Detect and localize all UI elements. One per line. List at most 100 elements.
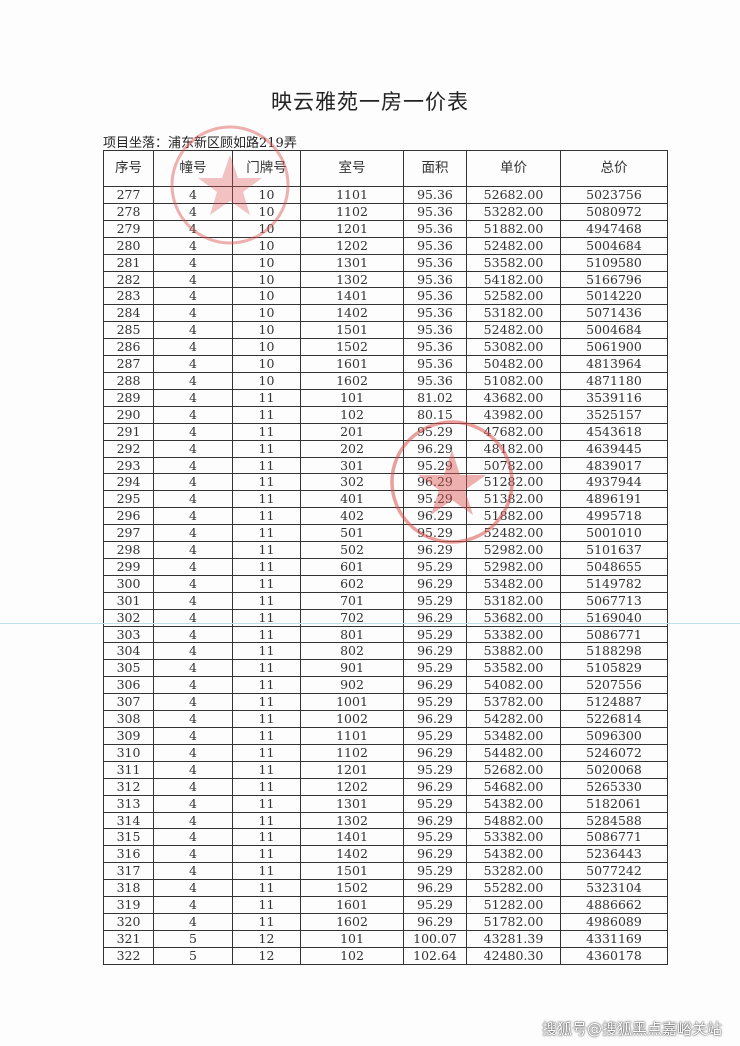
table-row: 305 4 11 901 95.29 53582.00 5105829 (103, 659, 668, 678)
table-cell: 52982.00 (466, 557, 561, 576)
table-row: 277 4 10 1101 95.36 52682.00 5023756 (103, 186, 668, 204)
table-cell: 1402 (300, 304, 404, 323)
table-cell: 11 (232, 557, 301, 576)
table-cell: 95.29 (403, 794, 467, 813)
table-cell: 11 (232, 862, 301, 881)
table-cell: 302 (300, 473, 404, 492)
table-cell: 11 (232, 574, 301, 593)
table-cell: 53282.00 (466, 862, 561, 881)
table-cell: 95.36 (403, 355, 467, 373)
table-cell: 902 (300, 676, 404, 695)
table-cell: 285 (103, 321, 154, 340)
table-cell: 11 (232, 794, 301, 813)
table-cell: 291 (103, 422, 154, 441)
table-cell: 11 (232, 439, 301, 458)
table-cell: 95.29 (403, 760, 467, 779)
table-cell: 51382.00 (466, 490, 561, 509)
table-cell: 901 (300, 659, 404, 678)
table-cell: 802 (300, 642, 404, 661)
table-cell: 4 (153, 676, 233, 695)
table-cell: 303 (103, 625, 154, 644)
table-row: 303 4 11 801 95.29 53382.00 5086771 (103, 625, 668, 644)
table-cell: 317 (103, 862, 154, 881)
table-cell: 96.29 (403, 642, 467, 661)
table-cell: 5207556 (560, 676, 668, 695)
table-cell: 5023756 (560, 186, 668, 204)
table-row: 281 4 10 1301 95.36 53582.00 5109580 (103, 253, 668, 272)
table-cell: 52682.00 (466, 186, 561, 204)
table-cell: 322 (103, 946, 154, 965)
table-cell: 51882.00 (466, 507, 561, 526)
table-cell: 95.36 (403, 219, 467, 238)
table-cell: 1101 (300, 727, 404, 745)
table-cell: 96.29 (403, 473, 467, 492)
table-cell: 53182.00 (466, 591, 561, 610)
table-cell: 96.29 (403, 777, 467, 796)
table-cell: 10 (232, 338, 301, 357)
table-cell: 95.36 (403, 287, 467, 306)
table-cell: 96.29 (403, 541, 467, 559)
table-cell: 81.02 (403, 388, 467, 407)
table-cell: 5188298 (560, 642, 668, 661)
table-cell: 80.15 (403, 405, 467, 424)
document-title: 映云雅苑一房一价表 (271, 90, 469, 114)
table-cell: 306 (103, 676, 154, 695)
table-cell: 5001010 (560, 524, 668, 543)
table-cell: 402 (300, 507, 404, 526)
table-cell: 701 (300, 591, 404, 610)
table-cell: 11 (232, 473, 301, 492)
table-row: 308 4 11 1002 96.29 54282.00 5226814 (103, 710, 668, 728)
table-cell: 281 (103, 253, 154, 272)
table-cell: 301 (300, 456, 404, 475)
table-cell: 10 (232, 321, 301, 340)
table-cell: 95.29 (403, 727, 467, 745)
table-cell: 4871180 (560, 371, 668, 390)
table-cell: 95.29 (403, 659, 467, 678)
table-cell: 11 (232, 676, 301, 695)
table-cell: 1201 (300, 760, 404, 779)
table-cell: 5169040 (560, 608, 668, 627)
table-cell: 5086771 (560, 625, 668, 644)
table-cell: 1501 (300, 321, 404, 340)
table-cell: 102 (300, 405, 404, 424)
table-cell: 5086771 (560, 828, 668, 847)
table-cell: 10 (232, 304, 301, 323)
table-cell: 4 (153, 845, 233, 864)
table-cell: 54382.00 (466, 794, 561, 813)
table-cell: 4 (153, 591, 233, 610)
table-cell: 95.36 (403, 338, 467, 357)
table-row: 310 4 11 1102 96.29 54482.00 5246072 (103, 743, 668, 762)
table-cell: 5265330 (560, 777, 668, 796)
table-cell: 95.29 (403, 693, 467, 712)
table-cell: 4 (153, 202, 233, 221)
table-cell: 11 (232, 693, 301, 712)
table-cell: 301 (103, 591, 154, 610)
table-cell: 1302 (300, 270, 404, 289)
table-cell: 313 (103, 794, 154, 813)
table-row: 320 4 11 1602 96.29 51782.00 4986089 (103, 912, 668, 931)
table-cell: 11 (232, 507, 301, 526)
table-cell: 5048655 (560, 557, 668, 576)
table-row: 313 4 11 1301 95.29 54382.00 5182061 (103, 794, 668, 813)
table-cell: 4839017 (560, 456, 668, 475)
table-cell: 5004684 (560, 236, 668, 255)
table-cell: 95.29 (403, 557, 467, 576)
table-cell: 96.29 (403, 845, 467, 864)
column-header: 门牌号 (232, 150, 301, 187)
table-row: 290 4 11 102 80.15 43982.00 3525157 (103, 405, 668, 424)
column-header: 序号 (103, 150, 154, 187)
table-cell: 4 (153, 710, 233, 728)
table-cell: 4886662 (560, 896, 668, 914)
table-row: 300 4 11 602 96.29 53482.00 5149782 (103, 574, 668, 593)
table-cell: 95.36 (403, 270, 467, 289)
table-cell: 318 (103, 879, 154, 898)
table-cell: 53182.00 (466, 304, 561, 323)
table-cell: 289 (103, 388, 154, 407)
table-cell: 5 (153, 929, 233, 948)
table-cell: 292 (103, 439, 154, 458)
table-cell: 51782.00 (466, 912, 561, 931)
table-cell: 5246072 (560, 743, 668, 762)
table-cell: 10 (232, 371, 301, 390)
table-cell: 10 (232, 270, 301, 289)
table-cell: 282 (103, 270, 154, 289)
